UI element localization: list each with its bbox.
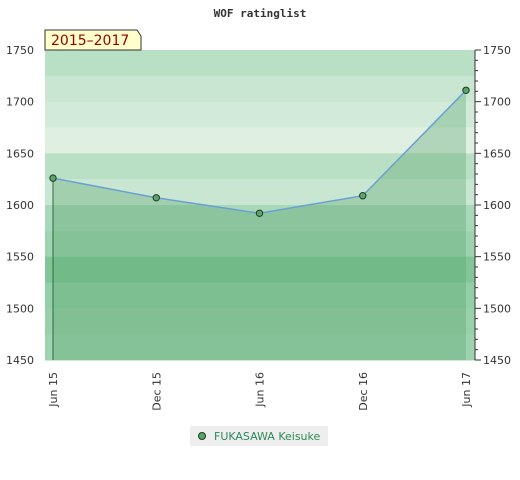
legend-series-label: FUKASAWA Keisuke — [214, 429, 321, 443]
y-tick-label-right: 1550 — [483, 251, 511, 264]
y-tick-label-left: 1650 — [6, 147, 34, 160]
data-point[interactable] — [49, 174, 57, 182]
background-bands — [45, 50, 475, 361]
background-band — [45, 153, 475, 180]
background-band — [45, 282, 475, 309]
period-badge-label: 2015–2017 — [51, 33, 129, 49]
y-tick-label-left: 1550 — [6, 251, 34, 264]
data-point[interactable] — [359, 192, 367, 200]
y-tick-label-right: 1600 — [483, 199, 511, 212]
data-point[interactable] — [152, 194, 160, 202]
y-tick-label-left: 1600 — [6, 199, 34, 212]
x-axis: Jun 15 Dec 15 Jun 16 Dec 16 Jun 17 — [47, 372, 473, 411]
y-tick-label-right: 1700 — [483, 96, 511, 109]
y-tick-label-left: 1450 — [6, 354, 34, 367]
x-tick-label: Dec 16 — [357, 372, 370, 411]
data-point[interactable] — [462, 86, 470, 95]
y-tick-label-right: 1450 — [483, 354, 511, 367]
background-band — [45, 205, 475, 232]
y-tick-label-left: 1750 — [6, 44, 34, 57]
area-fill — [52, 90, 466, 361]
period-badge: 2015–2017 — [44, 29, 142, 51]
background-band — [45, 230, 475, 258]
background-band — [45, 308, 475, 335]
data-point[interactable] — [255, 209, 264, 217]
y-tick-label-right: 1500 — [483, 302, 511, 315]
y-tick-label-left: 1500 — [6, 302, 34, 315]
background-band — [45, 179, 475, 206]
x-tick-label: Jun 15 — [47, 372, 60, 408]
background-band — [45, 50, 475, 77]
x-tick-label: Jun 16 — [254, 372, 267, 408]
background-band — [45, 101, 475, 128]
chart-title: WOF ratinglist — [214, 7, 307, 20]
background-band — [45, 334, 475, 361]
y-axis: 1450 1450 1500 1500 1550 1550 1600 1600 1650 1650… — [6, 44, 511, 367]
period-badge-bg — [44, 29, 142, 51]
y-tick-label-right: 1650 — [483, 147, 511, 160]
background-band — [45, 127, 475, 154]
background-band — [45, 75, 475, 103]
x-tick-label: Dec 15 — [150, 372, 163, 411]
x-tick-label: Jun 17 — [460, 372, 473, 408]
series-layer — [49, 86, 470, 217]
background-band — [45, 256, 475, 283]
y-tick-label-right: 1750 — [483, 44, 511, 57]
y-tick-label-left: 1700 — [6, 96, 34, 109]
legend-marker-icon — [198, 432, 206, 440]
series-area — [53, 90, 466, 361]
legend[interactable]: FUKASAWA Keisuke — [190, 426, 329, 446]
